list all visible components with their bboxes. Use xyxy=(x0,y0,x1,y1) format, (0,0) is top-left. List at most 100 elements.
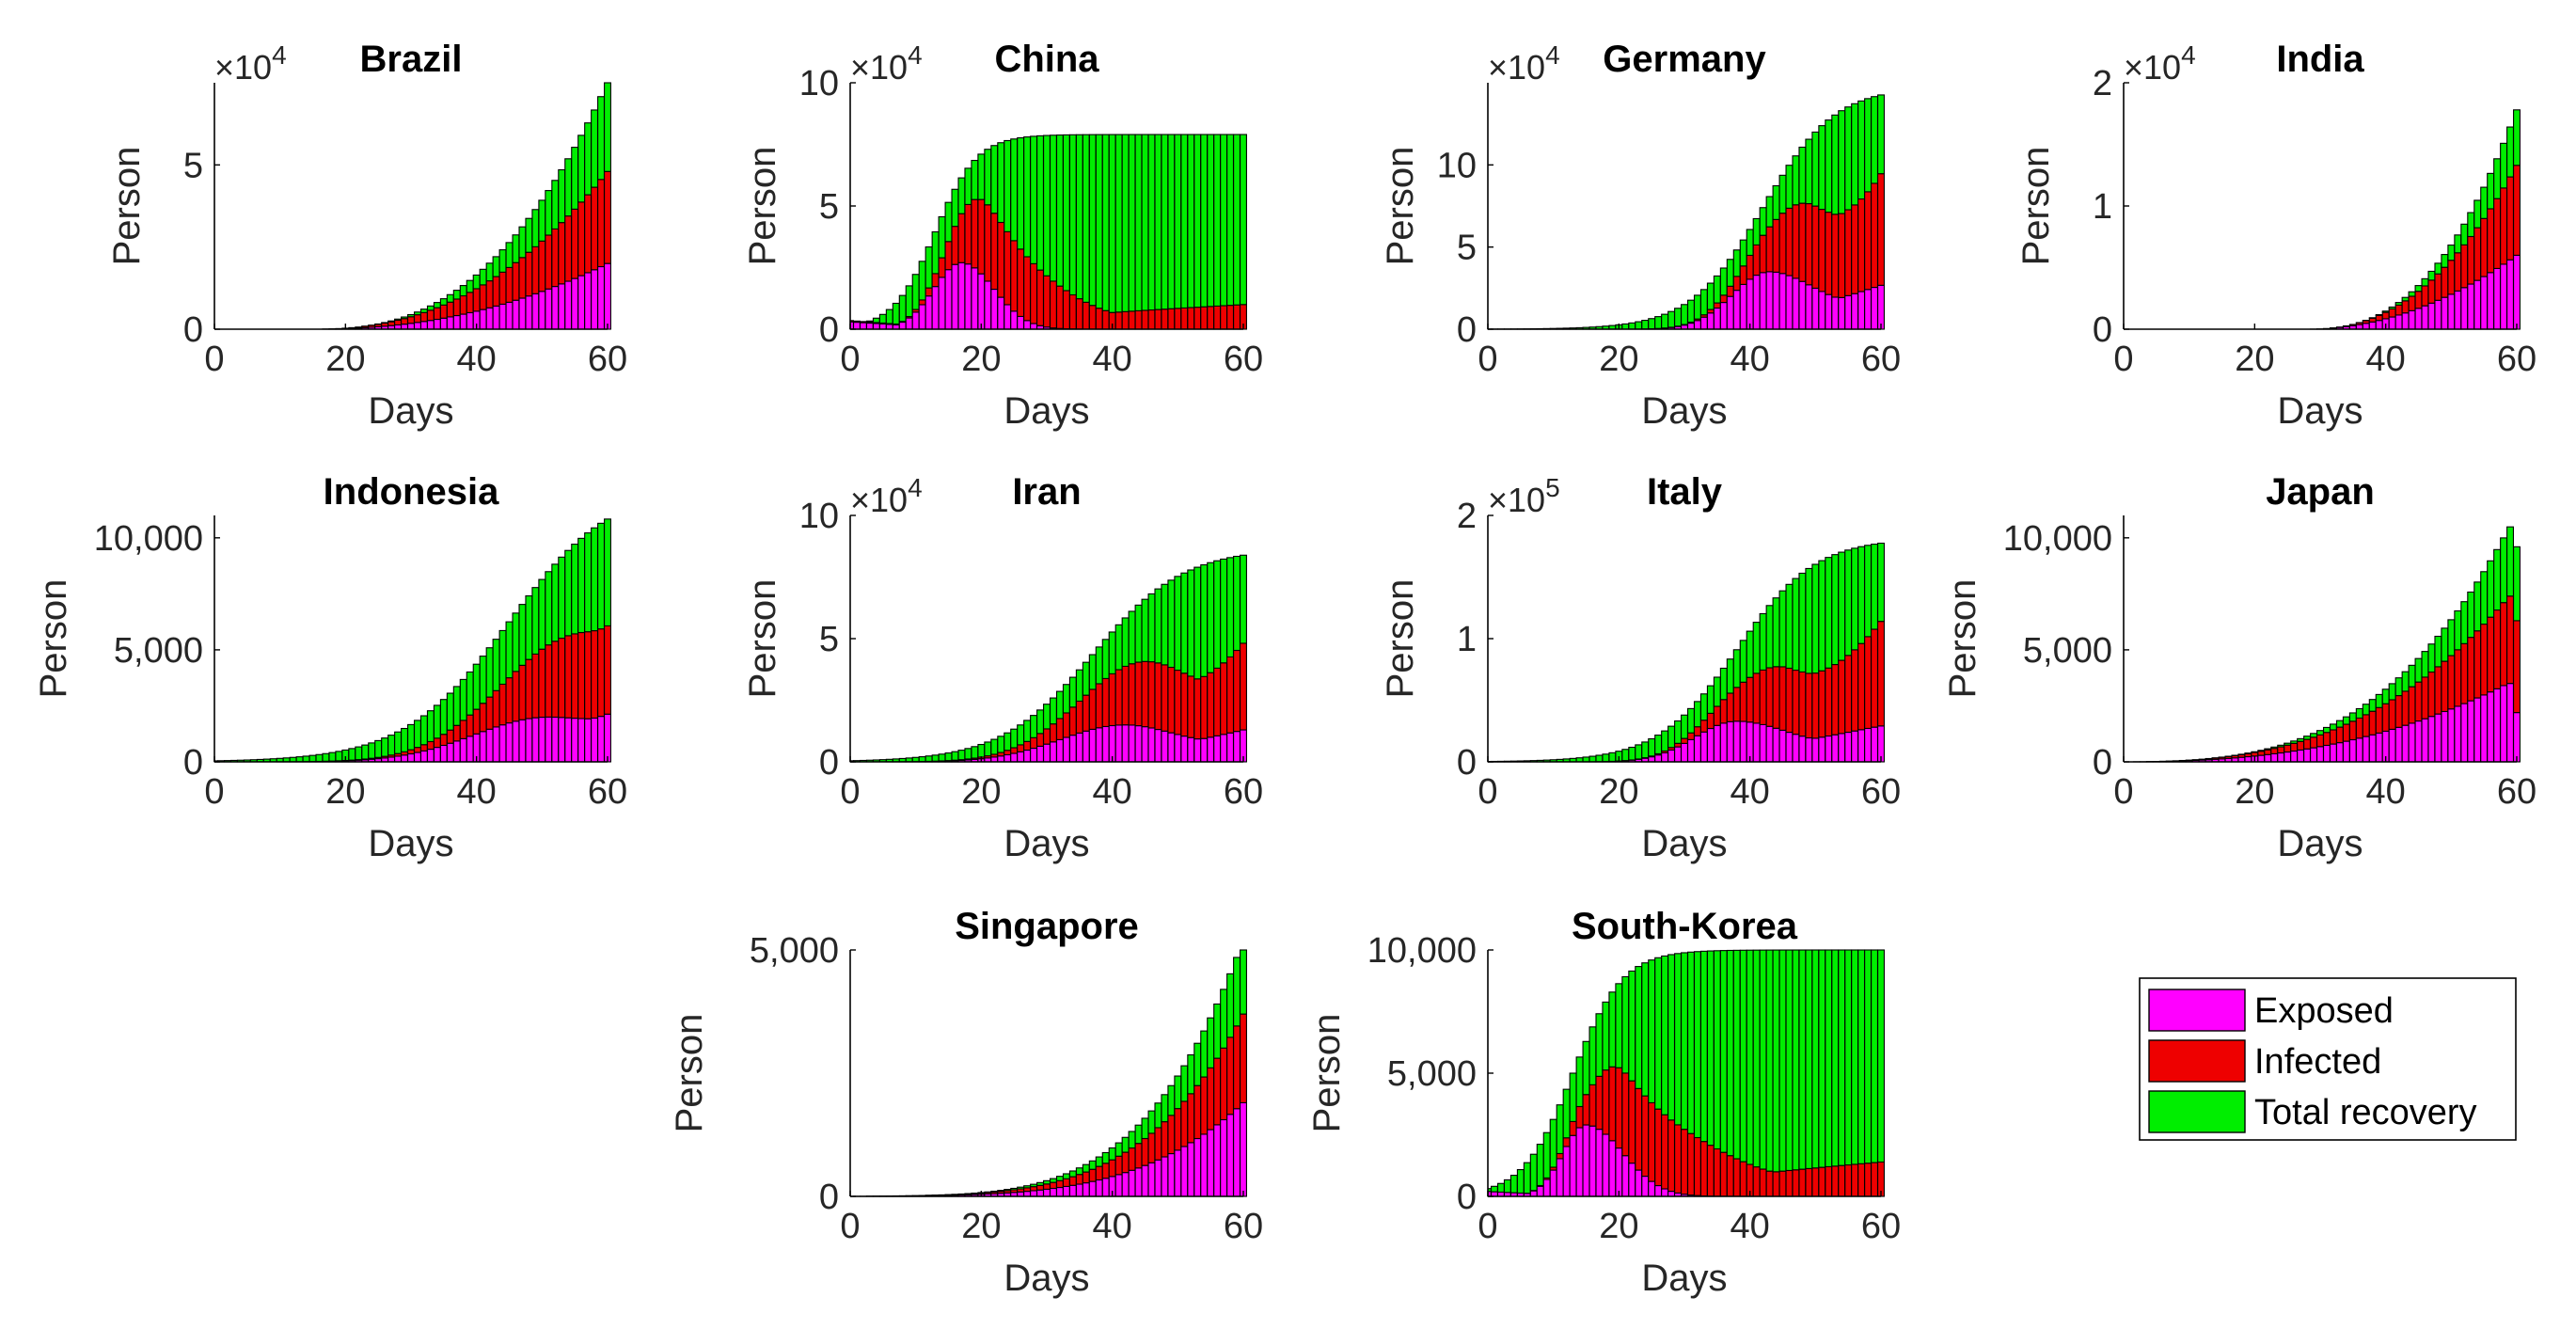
bar-exposed xyxy=(407,323,415,330)
bar-exposed xyxy=(1778,729,1787,763)
bar-infected xyxy=(938,257,946,278)
bar-total-recovery xyxy=(381,322,389,324)
bar-total-recovery xyxy=(558,556,566,640)
bar-infected xyxy=(505,266,514,303)
y-tick-label: 10 xyxy=(799,497,839,536)
bar-infected xyxy=(1017,744,1025,752)
bar-total-recovery xyxy=(1043,134,1051,277)
bar-total-recovery xyxy=(1134,604,1143,663)
bar-infected xyxy=(472,288,481,312)
bar-total-recovery xyxy=(538,199,546,242)
x-tick-label: 20 xyxy=(961,340,1001,379)
bar-exposed xyxy=(2335,742,2344,763)
bar-infected xyxy=(2348,720,2357,741)
bar-infected xyxy=(1825,667,1833,737)
bar-total-recovery xyxy=(1082,1163,1090,1173)
bar-infected xyxy=(2329,729,2337,745)
bar-infected xyxy=(1765,667,1774,727)
bar-infected xyxy=(1713,1147,1721,1197)
bar-total-recovery xyxy=(2394,302,2403,306)
bar-infected xyxy=(485,280,494,309)
bar-infected xyxy=(452,298,461,317)
bar-infected xyxy=(2342,324,2350,327)
bar-infected xyxy=(2355,717,2363,739)
bar-infected xyxy=(1128,1147,1136,1171)
x-axis-label: Days xyxy=(368,823,453,864)
bar-exposed xyxy=(1765,725,1774,763)
bar-infected xyxy=(1719,699,1728,724)
bar-total-recovery xyxy=(1674,720,1683,744)
bar-infected xyxy=(1167,666,1176,734)
bar-total-recovery xyxy=(1818,125,1826,211)
bar-exposed xyxy=(1719,302,1728,330)
bar-total-recovery xyxy=(1602,753,1610,763)
x-tick-label: 0 xyxy=(1478,772,1497,812)
bar-infected xyxy=(1180,307,1189,330)
bar-total-recovery xyxy=(315,753,324,763)
bar-exposed xyxy=(394,755,403,763)
bar-infected xyxy=(2316,734,2324,748)
bar-total-recovery xyxy=(1615,983,1623,1068)
bar-exposed xyxy=(1562,1146,1571,1197)
x-tick-label: 40 xyxy=(2366,772,2406,812)
bar-total-recovery xyxy=(1706,685,1715,714)
bar-infected xyxy=(951,226,959,265)
x-axis-label: Days xyxy=(1004,390,1089,432)
bar-infected xyxy=(2368,710,2377,736)
bar-infected xyxy=(1108,1159,1116,1178)
x-tick-label: 40 xyxy=(1731,772,1770,812)
bar-infected xyxy=(512,261,520,301)
bar-exposed xyxy=(2290,750,2299,763)
bar-total-recovery xyxy=(1877,949,1885,1163)
bar-total-recovery xyxy=(1759,949,1767,1170)
bar-exposed xyxy=(2342,740,2350,763)
bar-infected xyxy=(1719,1151,1728,1197)
bar-total-recovery xyxy=(1068,1170,1077,1178)
bar-total-recovery xyxy=(1792,577,1800,672)
y-exponent-label: ×104 xyxy=(850,40,923,87)
bar-exposed xyxy=(2408,722,2416,763)
bar-total-recovery xyxy=(1240,134,1247,306)
bar-exposed xyxy=(1062,736,1070,763)
bar-total-recovery xyxy=(1575,1056,1584,1108)
bar-total-recovery xyxy=(485,647,494,698)
bar-exposed xyxy=(1023,1191,1032,1197)
bar-total-recovery xyxy=(1004,732,1012,752)
bar-infected xyxy=(1699,720,1708,733)
bar-exposed xyxy=(1746,721,1754,763)
bar-total-recovery xyxy=(1661,730,1669,752)
bar-infected xyxy=(433,737,441,749)
bar-infected xyxy=(1628,1080,1636,1164)
bar-infected xyxy=(1811,205,1820,289)
bar-total-recovery xyxy=(2467,591,2475,639)
bar-total-recovery xyxy=(1200,563,1209,677)
bar-total-recovery xyxy=(1785,583,1794,669)
bar-total-recovery xyxy=(1844,949,1853,1166)
bar-infected xyxy=(2348,324,2357,326)
bar-total-recovery xyxy=(322,752,330,762)
bar-exposed xyxy=(433,318,441,330)
bar-infected xyxy=(1049,280,1057,329)
bar-infected xyxy=(1207,1067,1215,1131)
bar-exposed xyxy=(1128,1169,1136,1197)
bar-exposed xyxy=(1765,271,1774,330)
bar-total-recovery xyxy=(1739,949,1747,1163)
bar-infected xyxy=(2270,748,2279,754)
bar-infected xyxy=(1759,669,1767,725)
bar-infected xyxy=(1798,202,1807,282)
bar-infected xyxy=(1088,305,1097,330)
bar-total-recovery xyxy=(1049,134,1057,282)
y-axis-label: Person xyxy=(669,1014,710,1133)
bar-infected xyxy=(1615,1067,1623,1149)
bar-infected xyxy=(2185,759,2193,762)
bar-exposed xyxy=(1759,272,1767,330)
bar-total-recovery xyxy=(492,639,500,691)
bar-infected xyxy=(1752,672,1761,724)
bar-total-recovery xyxy=(1778,949,1787,1172)
bar-total-recovery xyxy=(2467,212,2475,238)
bar-exposed xyxy=(2401,724,2410,763)
y-tick-label: 0 xyxy=(183,743,203,783)
bar-total-recovery xyxy=(1857,546,1866,644)
bar-total-recovery xyxy=(1220,558,1228,664)
bar-total-recovery xyxy=(1049,697,1057,725)
